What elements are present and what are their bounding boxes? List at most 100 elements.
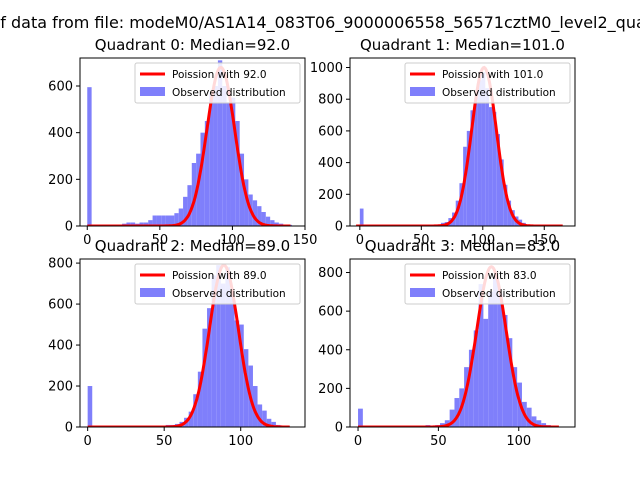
legend-hist-label: Observed distribution	[442, 87, 556, 99]
histogram-bar	[503, 184, 508, 226]
histogram-bar	[265, 216, 271, 226]
legend-hist-label: Observed distribution	[172, 87, 286, 99]
y-tick-label: 400	[48, 339, 73, 354]
histogram-bar	[217, 60, 223, 226]
histogram-bar	[266, 418, 272, 427]
y-tick-label: 0	[335, 220, 343, 235]
histogram-bar	[148, 220, 153, 226]
x-tick-label: 100	[506, 434, 531, 449]
histogram-bar	[470, 110, 475, 226]
x-tick-label: 0	[356, 233, 364, 248]
legend-hist-swatch	[140, 87, 165, 96]
histogram-bar	[156, 215, 162, 226]
histogram-bar	[193, 394, 198, 427]
legend-box	[404, 62, 571, 104]
histogram-bar	[161, 215, 166, 226]
histogram-bar	[454, 398, 460, 427]
histogram-bar	[512, 367, 518, 427]
histogram-bar	[225, 267, 230, 427]
legend-box	[134, 263, 301, 305]
histogram-bar	[359, 208, 364, 226]
histogram-bar	[459, 183, 464, 226]
axes-frame	[79, 258, 306, 428]
legend-box	[404, 263, 571, 305]
x-tick-label: 50	[413, 233, 430, 248]
y-tick-label: 200	[318, 188, 343, 203]
poisson-curve	[87, 65, 291, 226]
legend-hist-swatch	[140, 288, 165, 297]
histogram-bar	[191, 163, 197, 226]
y-tick-label: 600	[48, 80, 73, 95]
histogram-bar	[481, 72, 486, 226]
histogram-bar	[488, 107, 493, 226]
histogram-bar	[507, 200, 512, 226]
histogram-bar	[244, 179, 249, 226]
x-tick-label: 100	[220, 233, 245, 248]
histogram-bar	[531, 416, 537, 427]
histogram-bar	[526, 407, 532, 427]
histogram-bar	[213, 86, 218, 226]
histogram-bar	[204, 121, 210, 226]
histogram-bar	[483, 318, 489, 427]
figure-suptitle: Histogram of data from file: modeM0/AS1A…	[0, 13, 640, 33]
histogram-bar	[230, 295, 235, 427]
histogram-bar	[492, 111, 497, 226]
quadrant-1-panel: 0 50 100 150 0 200 400 600 800 1000 Quadrant 1: Me…	[310, 36, 576, 248]
histogram-bar	[126, 222, 131, 226]
poisson-curve	[87, 263, 290, 427]
histogram-bar	[230, 97, 236, 226]
y-tick-label: 0	[65, 220, 73, 235]
histogram-bar	[143, 222, 149, 226]
histogram-bar	[222, 86, 227, 226]
histogram-bar	[257, 206, 262, 226]
histogram-bar	[474, 97, 478, 226]
histogram-bar	[200, 132, 205, 226]
quadrant-0-panel: 0 50 100 150 0 200 400 600 Quadrant 0: Median=92…	[48, 36, 317, 248]
histogram-bar	[477, 80, 482, 226]
histogram-bar	[183, 196, 188, 226]
quadrant-2-histogram	[87, 265, 290, 427]
x-tick-label: 50	[156, 434, 173, 449]
histogram-bar	[239, 153, 245, 226]
quadrant-3-panel: 0 50 100 0 200 400 600 800 Quadrant 3: Median=83…	[318, 237, 576, 449]
y-tick-label: 200	[48, 380, 73, 395]
histogram-bar	[274, 222, 279, 226]
axes-frame	[349, 57, 576, 227]
histogram-bar	[270, 220, 275, 226]
histogram-bar	[174, 213, 179, 226]
legend-poisson-label: Poission with 101.0	[442, 69, 543, 81]
quadrant-3-title: Quadrant 3: Median=83.0	[365, 237, 560, 255]
histogram-bar	[500, 159, 504, 226]
y-tick-label: 600	[318, 124, 343, 139]
histogram-bar	[468, 349, 474, 427]
histogram-bar	[252, 386, 258, 427]
legend: Poission with 101.0 Observed distribution	[404, 62, 571, 104]
histogram-bar	[444, 420, 450, 427]
histogram-bar	[165, 215, 170, 226]
x-tick-label: 50	[430, 434, 447, 449]
legend: Poission with 83.0 Observed distribution	[404, 263, 571, 305]
legend-hist-label: Observed distribution	[172, 288, 286, 300]
histogram-bar	[226, 102, 231, 226]
histogram-bar	[207, 308, 212, 427]
y-tick-label: 600	[318, 305, 343, 320]
histogram-bar	[488, 291, 494, 427]
histogram-bar	[262, 410, 267, 427]
histogram-bar	[87, 386, 93, 427]
histogram-bar	[496, 134, 500, 226]
histogram-bar	[202, 328, 208, 427]
poisson-curve	[358, 265, 559, 427]
legend-poisson-label: Poission with 92.0	[172, 69, 267, 81]
histogram-bar	[187, 185, 192, 226]
quadrant-1-title: Quadrant 1: Median=101.0	[360, 36, 565, 54]
histogram-bar	[188, 411, 194, 427]
histogram-bar	[178, 208, 184, 226]
histogram-bar	[473, 330, 479, 427]
axes-frame	[349, 258, 576, 428]
histogram-bar	[261, 212, 266, 226]
histogram-bar	[485, 88, 489, 226]
histogram-bar	[234, 320, 240, 427]
y-tick-label: 600	[48, 298, 73, 313]
quadrant-2-panel: 0 50 100 0 200 400 600 800 Quadrant 2: Median=89…	[48, 237, 306, 449]
